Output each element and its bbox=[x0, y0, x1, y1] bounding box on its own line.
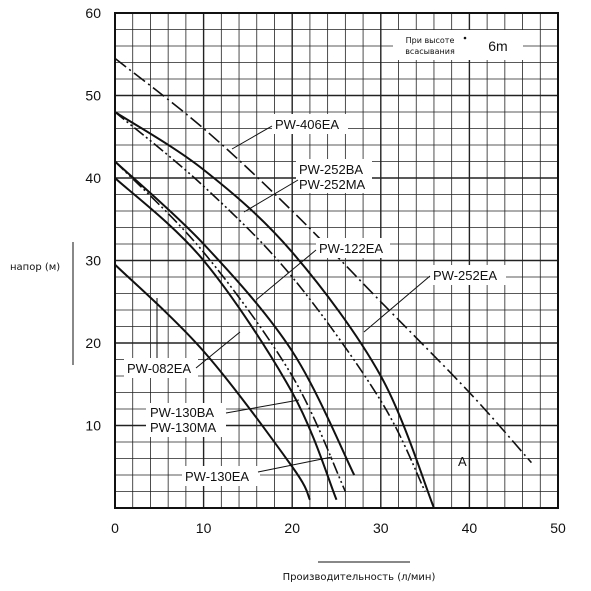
note-line2: всасывания bbox=[405, 47, 455, 56]
label-pw-130ba: PW-130BA bbox=[150, 405, 214, 420]
series-line-5 bbox=[114, 177, 338, 501]
series-line-3 bbox=[114, 160, 356, 476]
x-tick-label: 30 bbox=[373, 520, 389, 536]
leader-pw-406ea bbox=[231, 125, 273, 150]
label-pw-130ma: PW-130MA bbox=[150, 420, 217, 435]
y-tick-label: 50 bbox=[85, 88, 101, 104]
leader-pw-130ba bbox=[225, 399, 300, 414]
grid bbox=[114, 12, 559, 509]
note-dot bbox=[463, 36, 467, 40]
leader-pw-082ea bbox=[195, 331, 241, 369]
leader-lines bbox=[156, 125, 431, 473]
label-pw-082ea: PW-082EA bbox=[127, 361, 191, 376]
x-tick-label: 20 bbox=[284, 520, 300, 536]
label-pw-252ma: PW-252MA bbox=[299, 177, 366, 192]
y-tick-label: 30 bbox=[85, 253, 101, 269]
x-tick-label: 10 bbox=[196, 520, 212, 536]
note-line1: При высоте bbox=[406, 36, 455, 45]
y-axis-label: напор (м) bbox=[10, 262, 60, 273]
leader-pw-130ea bbox=[257, 456, 333, 473]
label-pw-252ba: PW-252BA bbox=[299, 162, 363, 177]
series-labels: PW-406EA PW-252BA PW-252MA PW-122EA PW-2… bbox=[124, 114, 506, 486]
label-pw-122ea: PW-122EA bbox=[319, 241, 383, 256]
suction-height-note: При высоте всасывания 6m bbox=[393, 30, 523, 60]
leader-pw-252ba bbox=[243, 179, 299, 213]
series-layer bbox=[114, 57, 533, 509]
label-pw-252ea: PW-252EA bbox=[433, 268, 497, 283]
series-line-2 bbox=[114, 111, 426, 492]
annotation-a: A bbox=[458, 454, 467, 469]
ticks: 0 10 20 30 40 50 10 20 30 40 50 60 bbox=[85, 5, 566, 536]
note-value: 6m bbox=[488, 38, 507, 54]
y-tick-label: 60 bbox=[85, 5, 101, 21]
series-line-1 bbox=[114, 111, 435, 509]
label-pw-406ea: PW-406EA bbox=[275, 117, 339, 132]
plot-frame bbox=[114, 12, 559, 509]
y-tick-label: 40 bbox=[85, 170, 101, 186]
x-tick-label: 40 bbox=[462, 520, 478, 536]
leader-pw-252ea bbox=[363, 275, 431, 333]
leader-pw-122ea bbox=[255, 249, 317, 301]
series-line-4 bbox=[114, 160, 347, 492]
series-line-6 bbox=[114, 263, 311, 501]
y-tick-label: 10 bbox=[85, 418, 101, 434]
x-axis-label: Производительность (л/мин) bbox=[283, 572, 436, 583]
label-pw-130ea: PW-130EA bbox=[185, 469, 249, 484]
x-tick-label: 50 bbox=[550, 520, 566, 536]
x-tick-label: 0 bbox=[111, 520, 119, 536]
y-tick-label: 20 bbox=[85, 335, 101, 351]
